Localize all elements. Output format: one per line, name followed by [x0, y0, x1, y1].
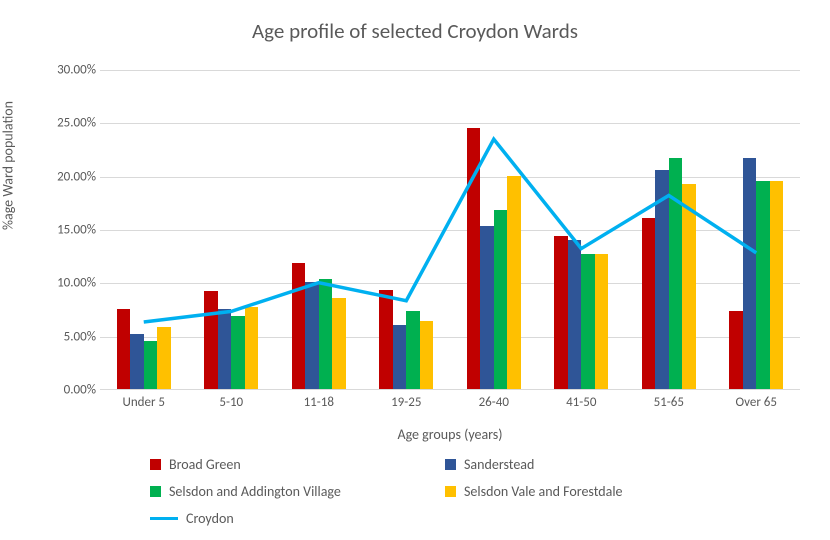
x-tick-label: 26-40	[479, 395, 509, 410]
line-layer	[100, 70, 800, 389]
x-tick-label: 11-18	[304, 395, 334, 410]
legend-label: Broad Green	[169, 456, 241, 473]
legend-swatch-box	[445, 486, 456, 497]
y-tick-label: 20.00%	[8, 169, 96, 184]
x-tick-label: Over 65	[736, 395, 777, 410]
legend-item: Selsdon and Addington Village	[150, 483, 415, 500]
legend-label: Sanderstead	[464, 456, 534, 473]
legend: Broad Green Sanderstead Selsdon and Adding…	[150, 456, 710, 527]
legend-label: Selsdon Vale and Forestdale	[464, 483, 623, 500]
plot-area: Under 55-1011-1819-2526-4041-5051-65Over…	[100, 70, 800, 390]
y-tick-label: 5.00%	[8, 329, 96, 344]
y-tick-label: 0.00%	[8, 383, 96, 398]
x-tick-label: Under 5	[122, 395, 165, 410]
legend-swatch-line	[150, 517, 178, 520]
x-axis-label: Age groups (years)	[100, 426, 800, 443]
legend-label: Selsdon and Addington Village	[169, 483, 341, 500]
y-tick-label: 25.00%	[8, 116, 96, 131]
legend-swatch-box	[445, 459, 456, 470]
legend-swatch-box	[150, 486, 161, 497]
x-tick-label: 41-50	[566, 395, 596, 410]
legend-item: Croydon	[150, 510, 415, 527]
y-tick-label: 30.00%	[8, 63, 96, 78]
y-tick-label: 15.00%	[8, 223, 96, 238]
legend-item: Broad Green	[150, 456, 415, 473]
line-series	[144, 139, 757, 322]
age-profile-chart: Age profile of selected Croydon Wards %a…	[0, 0, 830, 540]
legend-item: Selsdon Vale and Forestdale	[445, 483, 710, 500]
x-tick-label: 19-25	[391, 395, 421, 410]
chart-title: Age profile of selected Croydon Wards	[0, 18, 830, 44]
legend-label: Croydon	[186, 510, 234, 527]
x-tick-label: 51-65	[654, 395, 684, 410]
y-tick-label: 10.00%	[8, 276, 96, 291]
legend-item: Sanderstead	[445, 456, 710, 473]
legend-swatch-box	[150, 459, 161, 470]
x-tick-label: 5-10	[219, 395, 243, 410]
